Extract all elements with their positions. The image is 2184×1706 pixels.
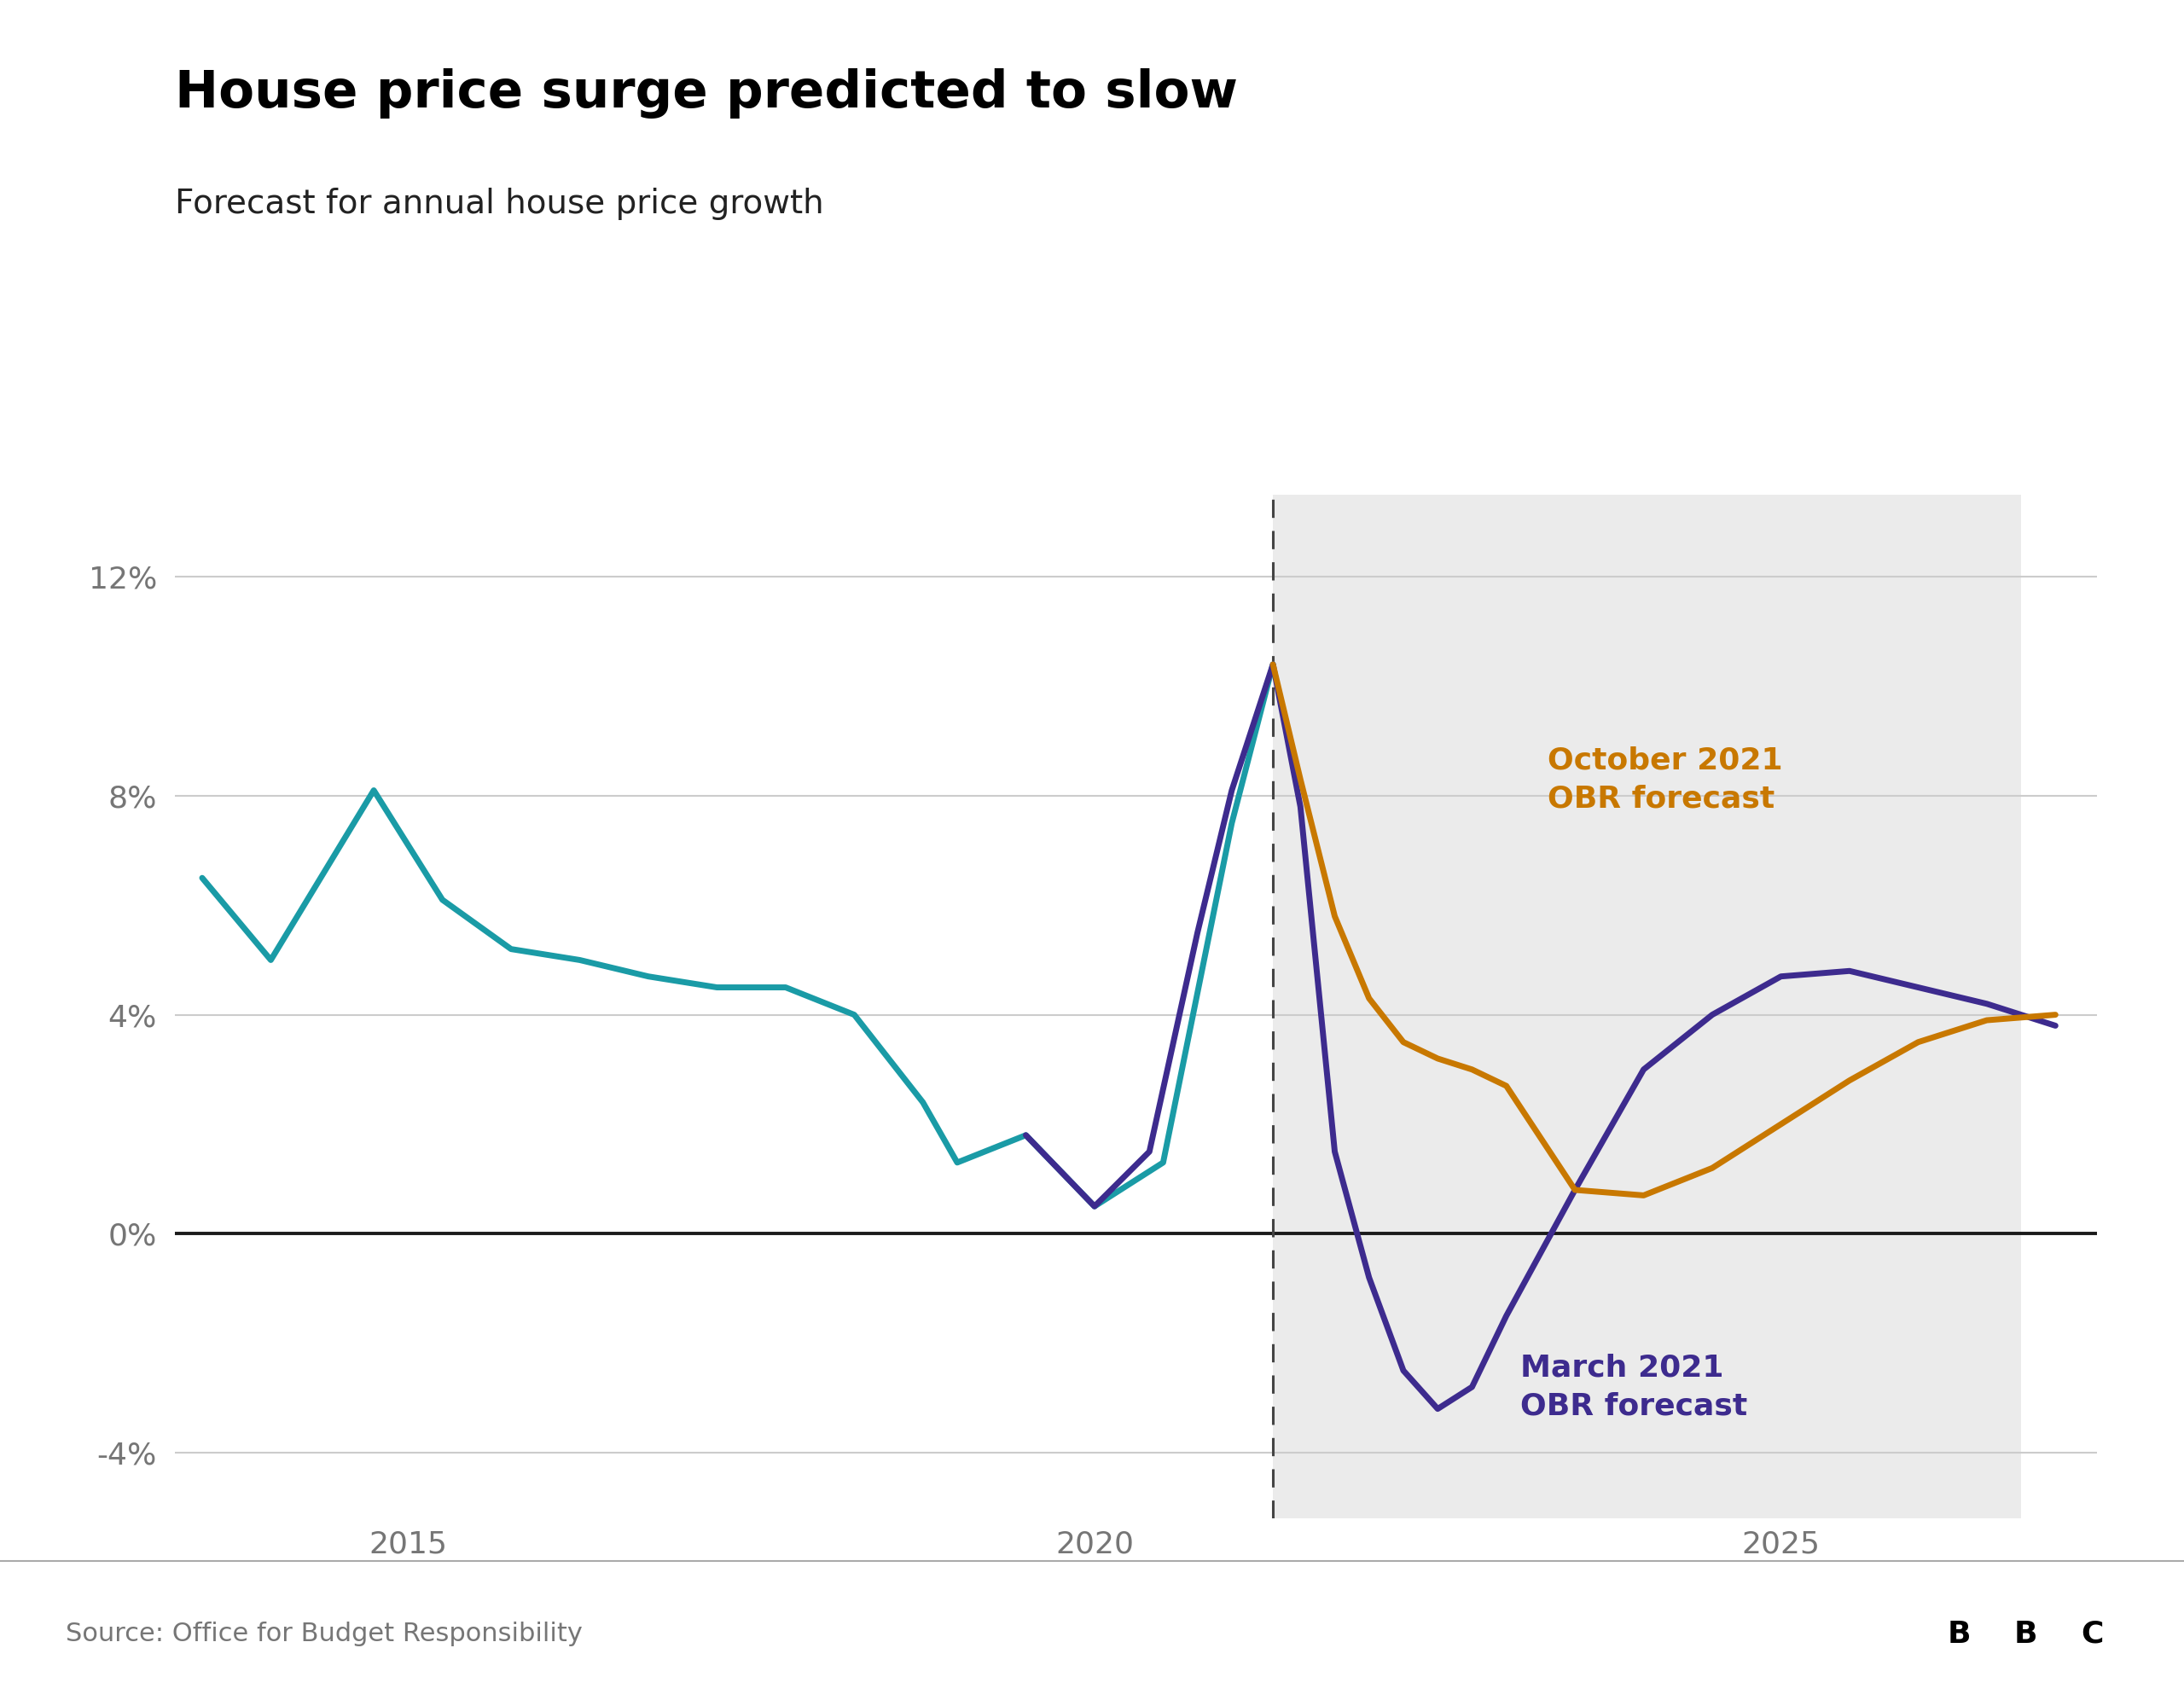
- Text: B: B: [2014, 1621, 2038, 1648]
- Text: B: B: [1948, 1621, 1970, 1648]
- Text: October 2021
OBR forecast: October 2021 OBR forecast: [1548, 746, 1782, 814]
- Text: March 2021
OBR forecast: March 2021 OBR forecast: [1520, 1353, 1747, 1421]
- Text: Source: Office for Budget Responsibility: Source: Office for Budget Responsibility: [66, 1622, 583, 1646]
- FancyBboxPatch shape: [1990, 1581, 2062, 1687]
- FancyBboxPatch shape: [1924, 1581, 1994, 1687]
- Bar: [1273, 495, 2020, 1518]
- Text: C: C: [2081, 1621, 2103, 1648]
- FancyBboxPatch shape: [2057, 1581, 2127, 1687]
- Text: Forecast for annual house price growth: Forecast for annual house price growth: [175, 188, 823, 220]
- Text: House price surge predicted to slow: House price surge predicted to slow: [175, 68, 1238, 119]
